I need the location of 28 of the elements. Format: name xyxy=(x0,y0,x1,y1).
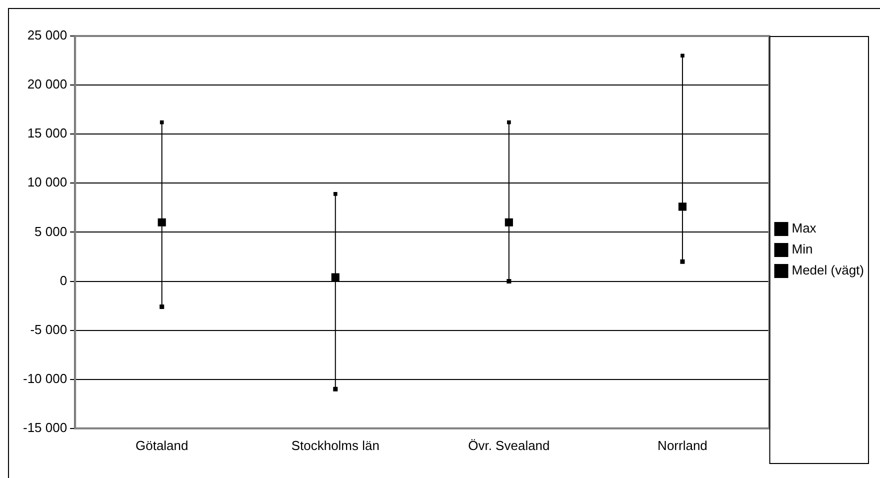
point xyxy=(160,304,164,310)
y-tick-label: -15 000 xyxy=(22,420,68,435)
y-tick-label: 10 000 xyxy=(27,174,68,190)
x-tick-label: Stockholms län xyxy=(291,438,380,453)
legend-label: Max xyxy=(792,220,817,236)
legend-label: Medel (vägt) xyxy=(792,262,864,278)
legend-label: Min xyxy=(792,242,813,257)
y-tick-label: 15 000 xyxy=(27,126,68,141)
y-tick-label: 20 000 xyxy=(27,76,68,92)
point xyxy=(680,54,684,58)
y-tick-label: -10 000 xyxy=(22,370,68,386)
y-tick-label: 0 xyxy=(60,272,68,288)
y-tick-label: -5 000 xyxy=(30,322,68,337)
x-tick-label: Övr. Svealand xyxy=(468,438,550,453)
point xyxy=(158,218,166,226)
point xyxy=(333,192,338,196)
point xyxy=(504,218,513,226)
y-tick-label: 25 000 xyxy=(27,28,68,43)
point xyxy=(507,120,511,124)
point xyxy=(680,259,685,264)
point xyxy=(506,278,512,284)
x-tick-label: Götaland xyxy=(135,438,188,453)
point xyxy=(333,386,338,392)
y-tick-label: 5 000 xyxy=(34,224,68,239)
x-tick-label: Norrland xyxy=(658,438,708,453)
point xyxy=(160,120,164,124)
point xyxy=(678,202,687,211)
point xyxy=(331,273,340,282)
